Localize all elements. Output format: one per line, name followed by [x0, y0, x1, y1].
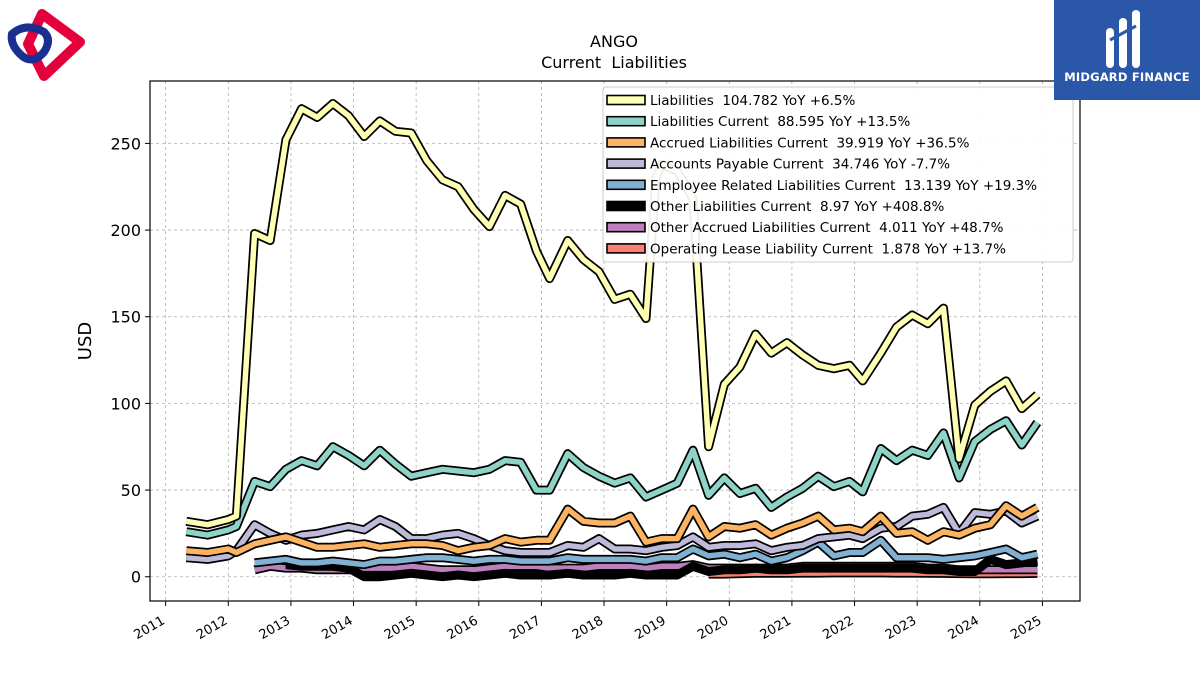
x-tick-label: 2017 [507, 613, 543, 643]
legend-swatch [606, 94, 646, 106]
x-tick-label: 2023 [883, 613, 919, 643]
midgard-finance-text: MIDGARD FINANCE [1064, 70, 1190, 84]
x-tick-label: 2014 [319, 613, 355, 643]
legend-entry: Liabilities Current 88.595 YoY +13.5% [606, 114, 910, 130]
legend-swatch [606, 179, 646, 191]
legend-label: Liabilities 104.782 YoY +6.5% [650, 93, 855, 109]
legend-entry: Other Liabilities Current 8.97 YoY +408.… [606, 199, 945, 215]
midgard-finance-logo: MIDGARD FINANCE [1054, 0, 1200, 100]
legend-swatch [606, 115, 646, 127]
y-tick-label: 100 [110, 394, 141, 413]
red-blue-ring-logo [4, 8, 86, 82]
legend-entry: Accrued Liabilities Current 39.919 YoY +… [606, 135, 970, 151]
legend-label: Operating Lease Liability Current 1.878 … [650, 241, 1006, 257]
legend-entry: Liabilities 104.782 YoY +6.5% [606, 93, 855, 109]
midgard-mark-icon [1106, 10, 1140, 68]
legend-swatch [606, 221, 646, 233]
series-line-1 [185, 416, 1042, 540]
legend-label: Accrued Liabilities Current 39.919 YoY +… [650, 135, 970, 151]
chart-title: ANGO [590, 32, 638, 51]
legend-entry: Employee Related Liabilities Current 13.… [606, 178, 1037, 194]
y-tick-label: 50 [121, 481, 141, 500]
legend-swatch [606, 137, 646, 148]
plot-frame [149, 80, 1081, 602]
y-tick-label: 200 [110, 221, 141, 240]
series-line-2 [185, 501, 1040, 557]
legend-swatch [606, 200, 646, 212]
series-line-3 [185, 502, 1040, 564]
legend-label: Other Accrued Liabilities Current 4.011 … [650, 220, 1004, 236]
legend: Liabilities 104.782 YoY +6.5% Liabilities… [602, 86, 1074, 263]
x-tick-label: 2019 [633, 613, 669, 643]
x-tick-label: 2024 [946, 613, 982, 643]
y-tick-label: 150 [110, 308, 141, 327]
series-layer [185, 99, 1042, 582]
x-tick-label: 2011 [131, 613, 167, 643]
series-line-0 [185, 99, 1041, 530]
x-tick-label: 2012 [194, 613, 230, 643]
x-tick-label: 2021 [758, 613, 794, 643]
x-tick-label: 2022 [820, 613, 856, 643]
series-line-4 [254, 535, 1039, 570]
y-tick-label: 250 [110, 134, 141, 153]
legend-label: Liabilities Current 88.595 YoY +13.5% [650, 114, 910, 130]
legend-swatch [606, 243, 646, 254]
x-tick-label: 2018 [570, 613, 606, 643]
series-line-5 [285, 554, 1038, 582]
y-axis-label: USD [75, 322, 96, 360]
legend-entry: Other Accrued Liabilities Current 4.011 … [606, 220, 1004, 236]
x-tick-label: 2016 [445, 613, 481, 643]
legend-swatch [606, 158, 646, 169]
legend-entry: Operating Lease Liability Current 1.878 … [606, 241, 1006, 257]
x-tick-label: 2013 [257, 613, 293, 643]
legend-box [602, 86, 1074, 263]
chart-subtitle: Current Liabilities [541, 53, 687, 72]
legend-label: Accounts Payable Current 34.746 YoY -7.7… [650, 157, 950, 173]
x-tick-label: 2020 [695, 613, 731, 643]
x-tick-label: 2015 [382, 613, 418, 643]
x-tick-label: 2025 [1008, 613, 1044, 643]
legend-label: Employee Related Liabilities Current 13.… [650, 178, 1037, 194]
y-tick-label: 0 [131, 568, 141, 587]
legend-entry: Accounts Payable Current 34.746 YoY -7.7… [606, 157, 950, 173]
legend-label: Other Liabilities Current 8.97 YoY +408.… [650, 199, 945, 215]
